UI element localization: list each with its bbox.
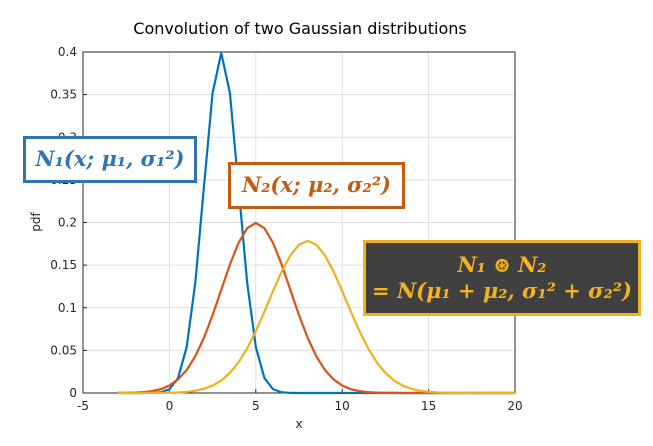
annotation-text: N₁(x; μ₁, σ₁²)	[35, 146, 185, 172]
y-tick-label: 0.1	[58, 301, 77, 315]
annotation: N₁ ⊛ N₂ = N(μ₁ + μ₂, σ₁² + σ₂²)	[363, 240, 641, 316]
annotation-text: N₂(x; μ₂, σ₂²)	[242, 172, 391, 198]
x-tick-label: 15	[421, 399, 436, 413]
annotation-text: = N(μ₁ + μ₂, σ₁² + σ₂²)	[372, 278, 632, 303]
y-tick-label: 0.15	[50, 258, 77, 272]
x-tick-label: -5	[77, 399, 89, 413]
y-tick-label: 0.05	[50, 343, 77, 357]
x-tick-label: 20	[507, 399, 522, 413]
y-tick-label: 0	[69, 386, 77, 400]
y-axis-label: pdf	[29, 212, 43, 232]
annotation-text: N₁ ⊛ N₂	[457, 251, 547, 277]
x-tick-label: 5	[252, 399, 260, 413]
x-axis-label: x	[295, 417, 302, 431]
chart-title: Convolution of two Gaussian distribution…	[133, 19, 466, 38]
annotation: N₁(x; μ₁, σ₁²)	[23, 136, 197, 183]
annotation: N₂(x; μ₂, σ₂²)	[228, 162, 405, 209]
y-tick-label: 0.35	[50, 88, 77, 102]
x-tick-label: 10	[335, 399, 350, 413]
x-tick-label: 0	[166, 399, 174, 413]
line-series	[117, 239, 515, 395]
y-tick-label: 0.2	[58, 216, 77, 230]
y-tick-label: 0.4	[58, 45, 77, 59]
